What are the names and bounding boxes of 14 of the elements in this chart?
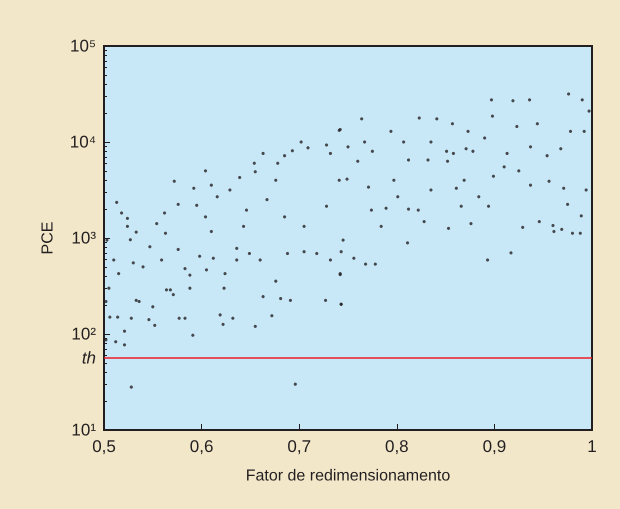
y-tick-label: 10² bbox=[71, 324, 96, 344]
x-tick-label: 1 bbox=[587, 437, 597, 456]
x-tick-label: 0,5 bbox=[92, 437, 116, 456]
y-tick-label: 10⁵ bbox=[70, 36, 96, 56]
y-tick-label: 10⁴ bbox=[70, 132, 96, 152]
y-axis-title: PCE bbox=[40, 222, 56, 254]
y-tick-label: 10¹ bbox=[71, 420, 96, 440]
x-tick-label: 0,9 bbox=[482, 437, 506, 456]
ref-line-label: th bbox=[82, 348, 96, 368]
x-tick-label: 0,8 bbox=[384, 437, 409, 456]
x-axis-title: Fator de redimensionamento bbox=[246, 468, 450, 484]
x-tick-label: 0,7 bbox=[287, 437, 312, 456]
y-tick-label: 10³ bbox=[71, 228, 96, 248]
x-tick-label: 0,6 bbox=[190, 437, 214, 456]
